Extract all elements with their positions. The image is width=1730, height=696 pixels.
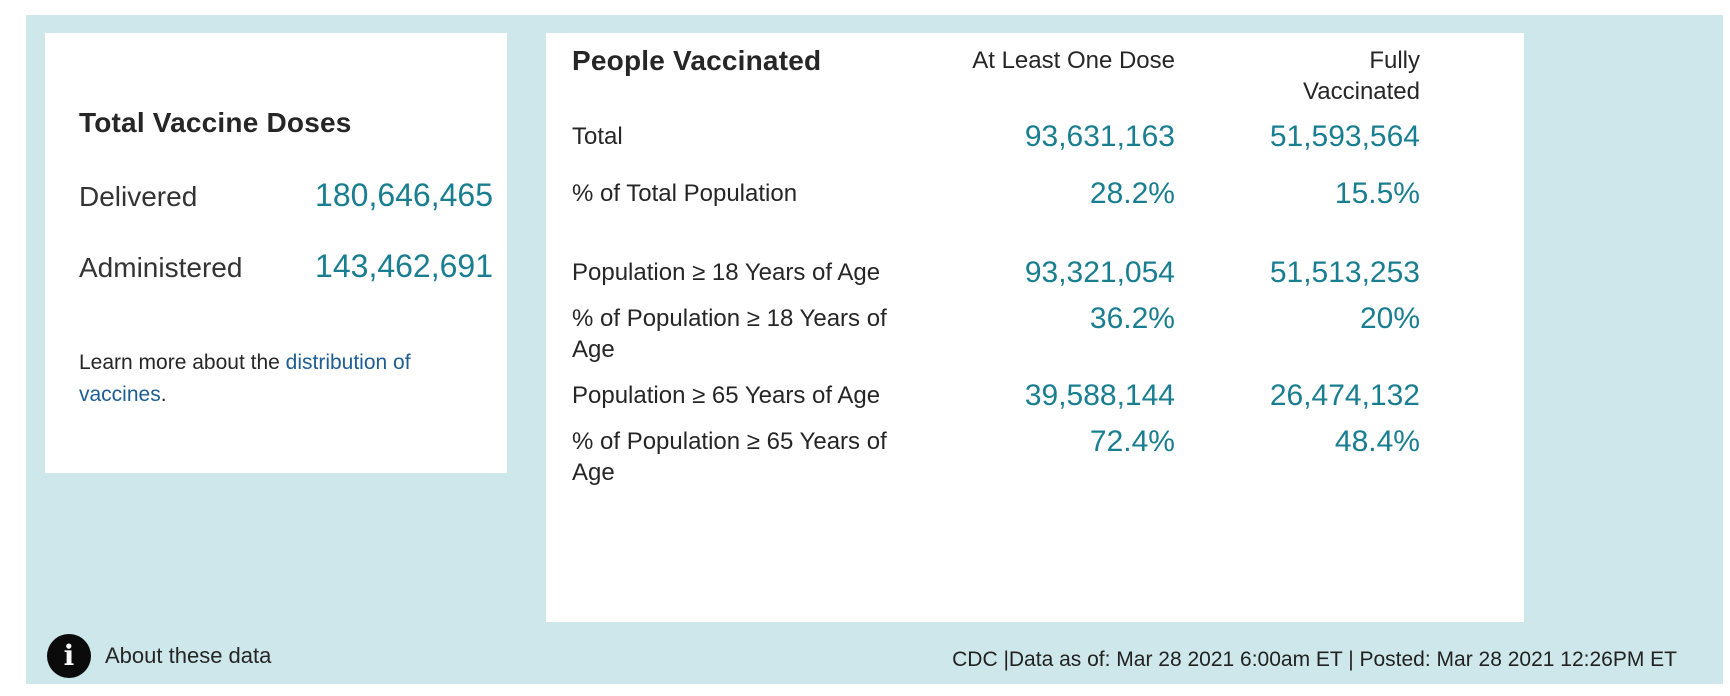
table-row-pct-total-population: % of Total Population 28.2% 15.5%	[572, 178, 1420, 209]
row-label: Population ≥ 18 Years of Age	[572, 259, 881, 286]
row-label: % of Population ≥ 65 Years of Age	[572, 428, 887, 486]
pop65-fully-value: 26,474,132	[1269, 379, 1420, 412]
total-vaccine-doses-card: Total Vaccine Doses Delivered 180,646,46…	[45, 33, 507, 473]
row-label: Population ≥ 65 Years of Age	[572, 382, 881, 409]
row-label: Total	[572, 123, 623, 150]
people-vaccinated-card: People Vaccinated At Least One Dose Full…	[546, 33, 1524, 622]
delivered-label: Delivered	[79, 181, 198, 212]
row-label: % of Population ≥ 18 Years of Age	[572, 305, 887, 363]
pct-total-fully-value: 15.5%	[1334, 177, 1420, 210]
pop65-one-dose-value: 39,588,144	[1024, 379, 1175, 412]
vaccine-tracker-panel: Total Vaccine Doses Delivered 180,646,46…	[26, 15, 1723, 684]
row-label: % of Total Population	[572, 180, 798, 207]
doses-card-title: Total Vaccine Doses	[79, 107, 352, 138]
administered-value: 143,462,691	[315, 248, 493, 284]
pct18-fully-value: 20%	[1359, 302, 1420, 335]
total-fully-value: 51,593,564	[1269, 120, 1420, 153]
delivered-value: 180,646,465	[315, 177, 493, 213]
learn-more-suffix: .	[160, 383, 167, 406]
people-card-title: People Vaccinated	[572, 45, 822, 76]
column-header-fully-vaccinated: Fully Vaccinated	[1303, 47, 1420, 105]
table-row-pct-population-65: % of Population ≥ 65 Years of Age 72.4% …	[572, 426, 1420, 488]
pct-total-one-dose-value: 28.2%	[1089, 177, 1175, 210]
pop18-one-dose-value: 93,321,054	[1024, 256, 1175, 289]
info-icon[interactable]: i	[47, 634, 91, 678]
table-row-population-65: Population ≥ 65 Years of Age 39,588,144 …	[572, 380, 1420, 411]
people-table-header-row: People Vaccinated At Least One Dose Full…	[572, 45, 1420, 107]
table-row-total: Total 93,631,163 51,593,564	[572, 121, 1420, 152]
data-source-timestamp: CDC |Data as of: Mar 28 2021 6:00am ET |…	[952, 648, 1677, 671]
table-row-population-18: Population ≥ 18 Years of Age 93,321,054 …	[572, 257, 1420, 288]
column-header-one-dose: At Least One Dose	[972, 47, 1175, 74]
pct18-one-dose-value: 36.2%	[1089, 302, 1175, 335]
table-row-pct-population-18: % of Population ≥ 18 Years of Age 36.2% …	[572, 303, 1420, 365]
distribution-of-vaccines-link[interactable]: distribution of vaccines	[79, 351, 411, 406]
learn-more-text: Learn more about the distribution of vac…	[79, 347, 479, 411]
pct65-fully-value: 48.4%	[1334, 425, 1420, 458]
delivered-row: Delivered 180,646,465	[79, 177, 493, 214]
total-one-dose-value: 93,631,163	[1024, 120, 1175, 153]
learn-more-prefix: Learn more about the	[79, 351, 286, 374]
about-these-data[interactable]: i About these data	[47, 634, 271, 678]
about-these-data-label[interactable]: About these data	[105, 643, 272, 668]
pop18-fully-value: 51,513,253	[1269, 256, 1420, 289]
administered-label: Administered	[79, 252, 243, 283]
pct65-one-dose-value: 72.4%	[1089, 425, 1175, 458]
administered-row: Administered 143,462,691	[79, 248, 493, 285]
